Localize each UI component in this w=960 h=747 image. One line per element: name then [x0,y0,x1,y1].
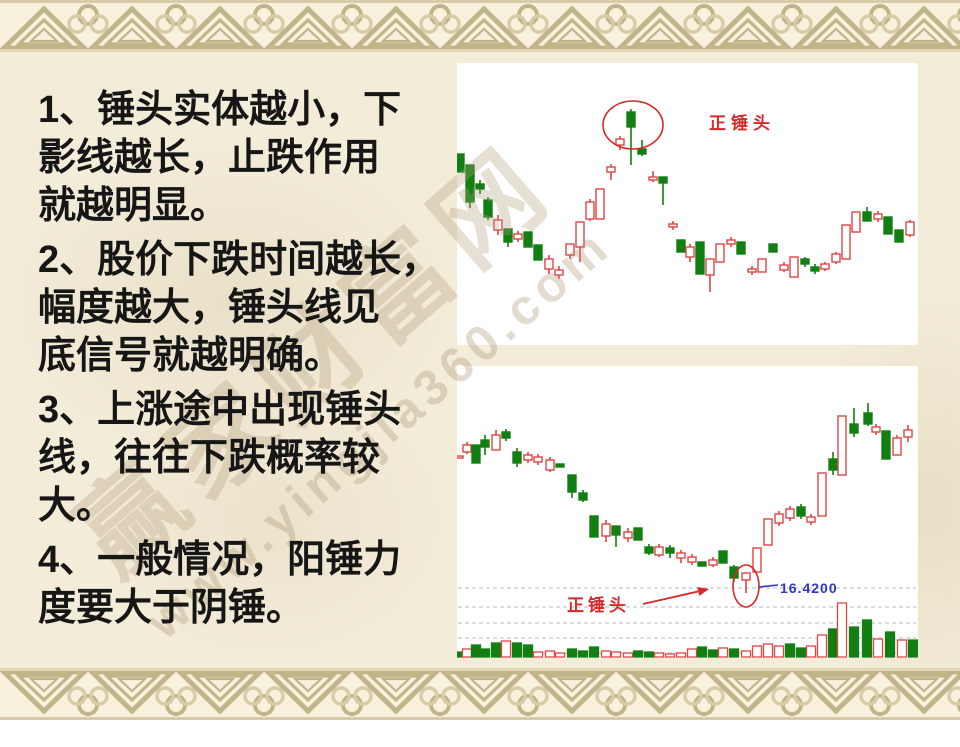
text-line: 线，往往下跌概率较 [38,437,381,479]
candles [457,403,913,593]
text-line: 4、一般情况，阳锤力 [38,539,402,581]
bullet-paragraph: 3、上涨途中出现锤头 线，往往下跌概率较 大。 [38,386,470,530]
text-line: 幅度越大，锤头线见 [38,287,381,329]
bullet-paragraph: 4、一般情况，阳锤力 度要大于阴锤。 [38,536,470,632]
hammer-label: 正锤头 [709,113,775,133]
bullet-paragraph: 1、锤头实体越小，下 影线越长，止跌作用 就越明显。 [38,86,470,230]
top-chart-svg: 正锤头 [457,100,915,292]
price-connector-line [758,584,779,588]
text-line: 3、上涨途中出现锤头 [38,389,402,431]
text-line: 2、股价下跌时间越长， [38,239,440,281]
slide: 赢家财富网 www.yingjia360.com 1、锤头实体越小，下 影线越长，… [0,0,960,720]
text-line: 就越明显。 [38,185,229,227]
top-candlestick-chart: 正锤头 [457,63,918,345]
ornamental-border-bottom [0,668,960,720]
annotation-arrowhead [697,587,709,596]
text-line: 大。 [38,485,115,527]
bottom-chart-svg: 正锤头 16.4200 [457,403,918,658]
volume-bars [457,602,918,658]
bullet-text: 1、锤头实体越小，下 影线越长，止跌作用 就越明显。 2、股价下跌时间越长， 幅度越大，… [38,86,470,638]
text-line: 底信号就越明确。 [38,335,343,377]
hammer-label: 正锤头 [567,595,630,615]
bullet-paragraph: 2、股价下跌时间越长， 幅度越大，锤头线见 底信号就越明确。 [38,236,470,380]
text-line: 影线越长，止跌作用 [38,137,381,179]
hammer-highlight-ellipse [602,100,664,150]
text-line: 1、锤头实体越小，下 [38,89,402,131]
annotation-arrow [642,590,699,605]
text-line: 度要大于阴锤。 [38,587,305,629]
gridlines [458,587,916,654]
candles [457,109,915,292]
hammer-highlight-ellipse [732,564,760,608]
price-label: 16.4200 [780,580,838,596]
bottom-candlestick-chart: 正锤头 16.4200 [457,366,918,658]
ornamental-border-top [0,0,960,52]
